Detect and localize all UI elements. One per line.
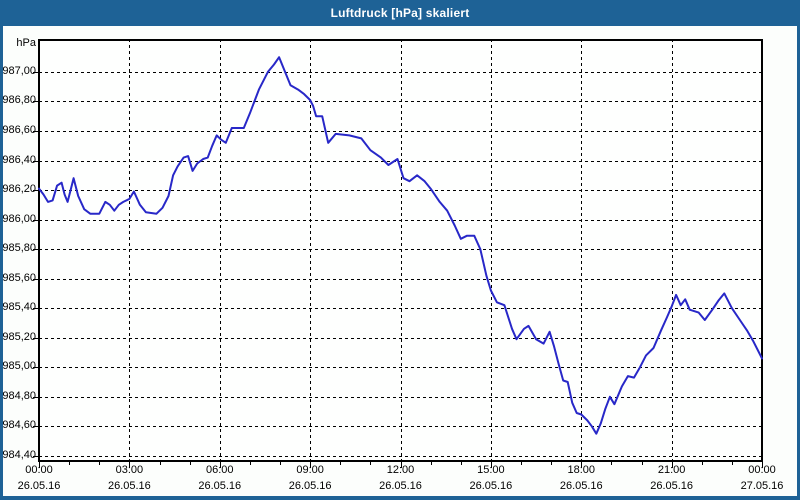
- x-axis-time-label: 03:00: [115, 464, 144, 476]
- y-axis-label: 984,40: [2, 448, 36, 461]
- x-axis-time-label: 18:00: [567, 464, 596, 476]
- x-axis-date-label: 26.05.16: [469, 480, 513, 492]
- x-axis-date-label: 26.05.16: [379, 480, 422, 492]
- window-border-right: [797, 26, 800, 496]
- y-axis-label: 985,60: [2, 271, 36, 284]
- y-axis-unit-label: hPa: [16, 37, 36, 49]
- y-axis-label: 985,00: [2, 360, 36, 373]
- x-axis-time-label: 06:00: [205, 464, 234, 476]
- x-axis-date-label: 26.05.16: [17, 480, 61, 492]
- x-axis-date-label: 26.05.16: [107, 480, 151, 492]
- x-axis-time-label: 15:00: [477, 464, 505, 476]
- y-axis-label: 985,20: [2, 330, 36, 343]
- window-border-left: [0, 26, 3, 496]
- x-axis-time-label: 00:00: [748, 464, 776, 476]
- plot-canvas: [33, 39, 763, 468]
- x-axis-date-label: 26.05.16: [288, 480, 332, 492]
- y-axis-label: 984,60: [2, 419, 36, 432]
- x-axis-date-label: 26.05.16: [198, 480, 242, 492]
- y-axis-label: 985,40: [2, 301, 36, 314]
- x-axis-date-label: 27.05.16: [740, 480, 784, 492]
- plot-border: [38, 39, 763, 462]
- x-axis-time-label: 21:00: [657, 464, 686, 476]
- title-bar[interactable]: Luftdruck [hPa] skaliert: [0, 0, 800, 26]
- x-axis-time-label: 09:00: [296, 464, 324, 476]
- pressure-line: [38, 56, 763, 435]
- y-axis-label: 986,40: [2, 153, 36, 166]
- y-axis-label: 986,60: [2, 123, 36, 136]
- y-axis-label: 987,00: [2, 64, 36, 77]
- y-axis-label: 984,80: [2, 389, 36, 402]
- x-axis-date-label: 26.05.16: [650, 480, 694, 492]
- y-axis-label: 985,80: [2, 242, 36, 255]
- window-title: Luftdruck [hPa] skaliert: [330, 6, 470, 20]
- y-axis-label: 986,20: [2, 183, 36, 196]
- x-axis-time-label: 00:00: [25, 464, 53, 476]
- x-axis-date-label: 26.05.16: [559, 480, 603, 492]
- window-border-bottom: [0, 496, 800, 500]
- x-axis-time-label: 12:00: [386, 464, 415, 476]
- y-axis-label: 986,00: [2, 212, 36, 225]
- y-axis-label: 986,80: [2, 94, 36, 107]
